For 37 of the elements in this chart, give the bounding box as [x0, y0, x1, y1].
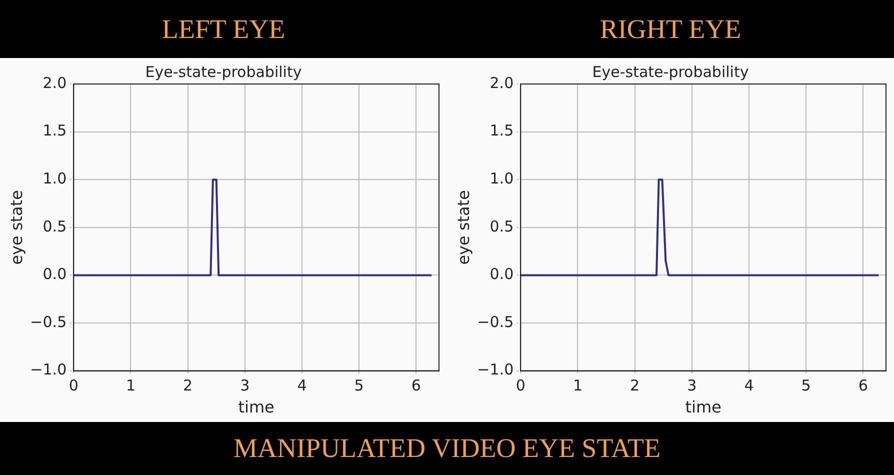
y-tick-label: −1.0 — [477, 360, 514, 379]
x-tick-label: 5 — [801, 376, 811, 395]
x-tick-label: 0 — [68, 376, 78, 395]
y-tick-label: 1.0 — [490, 169, 514, 188]
x-axis-title: time — [685, 398, 722, 417]
y-tick-label: 1.5 — [490, 122, 514, 140]
x-tick-label: 4 — [744, 376, 754, 395]
y-tick-label: 0.5 — [490, 217, 514, 236]
y-axis-title: eye state — [6, 190, 26, 265]
y-tick-label: 0.5 — [42, 217, 67, 236]
y-tick-label: −1.0 — [30, 360, 67, 379]
x-tick-label: 3 — [240, 376, 250, 395]
y-tick-label: −0.5 — [477, 312, 514, 331]
x-tick-label: 2 — [183, 376, 193, 395]
x-axis-title: time — [238, 398, 274, 417]
x-tick-label: 5 — [354, 376, 364, 395]
x-tick-label: 6 — [858, 376, 868, 395]
chart-subtitle: RIGHT EYE — [447, 0, 894, 58]
chart-title: Eye-state-probability — [592, 62, 749, 81]
text: MANIPULATED VIDEO EYE STATE — [233, 433, 661, 464]
y-tick-label: 2.0 — [490, 74, 514, 92]
x-tick-label: 1 — [126, 376, 136, 395]
x-tick-label: 4 — [297, 376, 307, 395]
y-tick-label: 0.0 — [490, 265, 514, 284]
x-tick-label: 3 — [687, 376, 697, 395]
y-tick-label: −0.5 — [30, 312, 67, 331]
x-tick-label: 0 — [516, 376, 526, 395]
y-tick-label: 1.0 — [42, 169, 67, 188]
chart-title: Eye-state-probability — [145, 62, 302, 81]
y-tick-label: 1.5 — [42, 122, 67, 140]
y-tick-label: 2.0 — [42, 74, 67, 92]
chart-subtitle: LEFT EYE — [0, 0, 447, 58]
x-tick-label: 2 — [630, 376, 640, 395]
x-tick-label: 6 — [411, 376, 421, 395]
y-tick-label: 0.0 — [42, 265, 67, 284]
x-tick-label: 1 — [572, 376, 582, 395]
y-axis-title: eye state — [454, 190, 473, 265]
